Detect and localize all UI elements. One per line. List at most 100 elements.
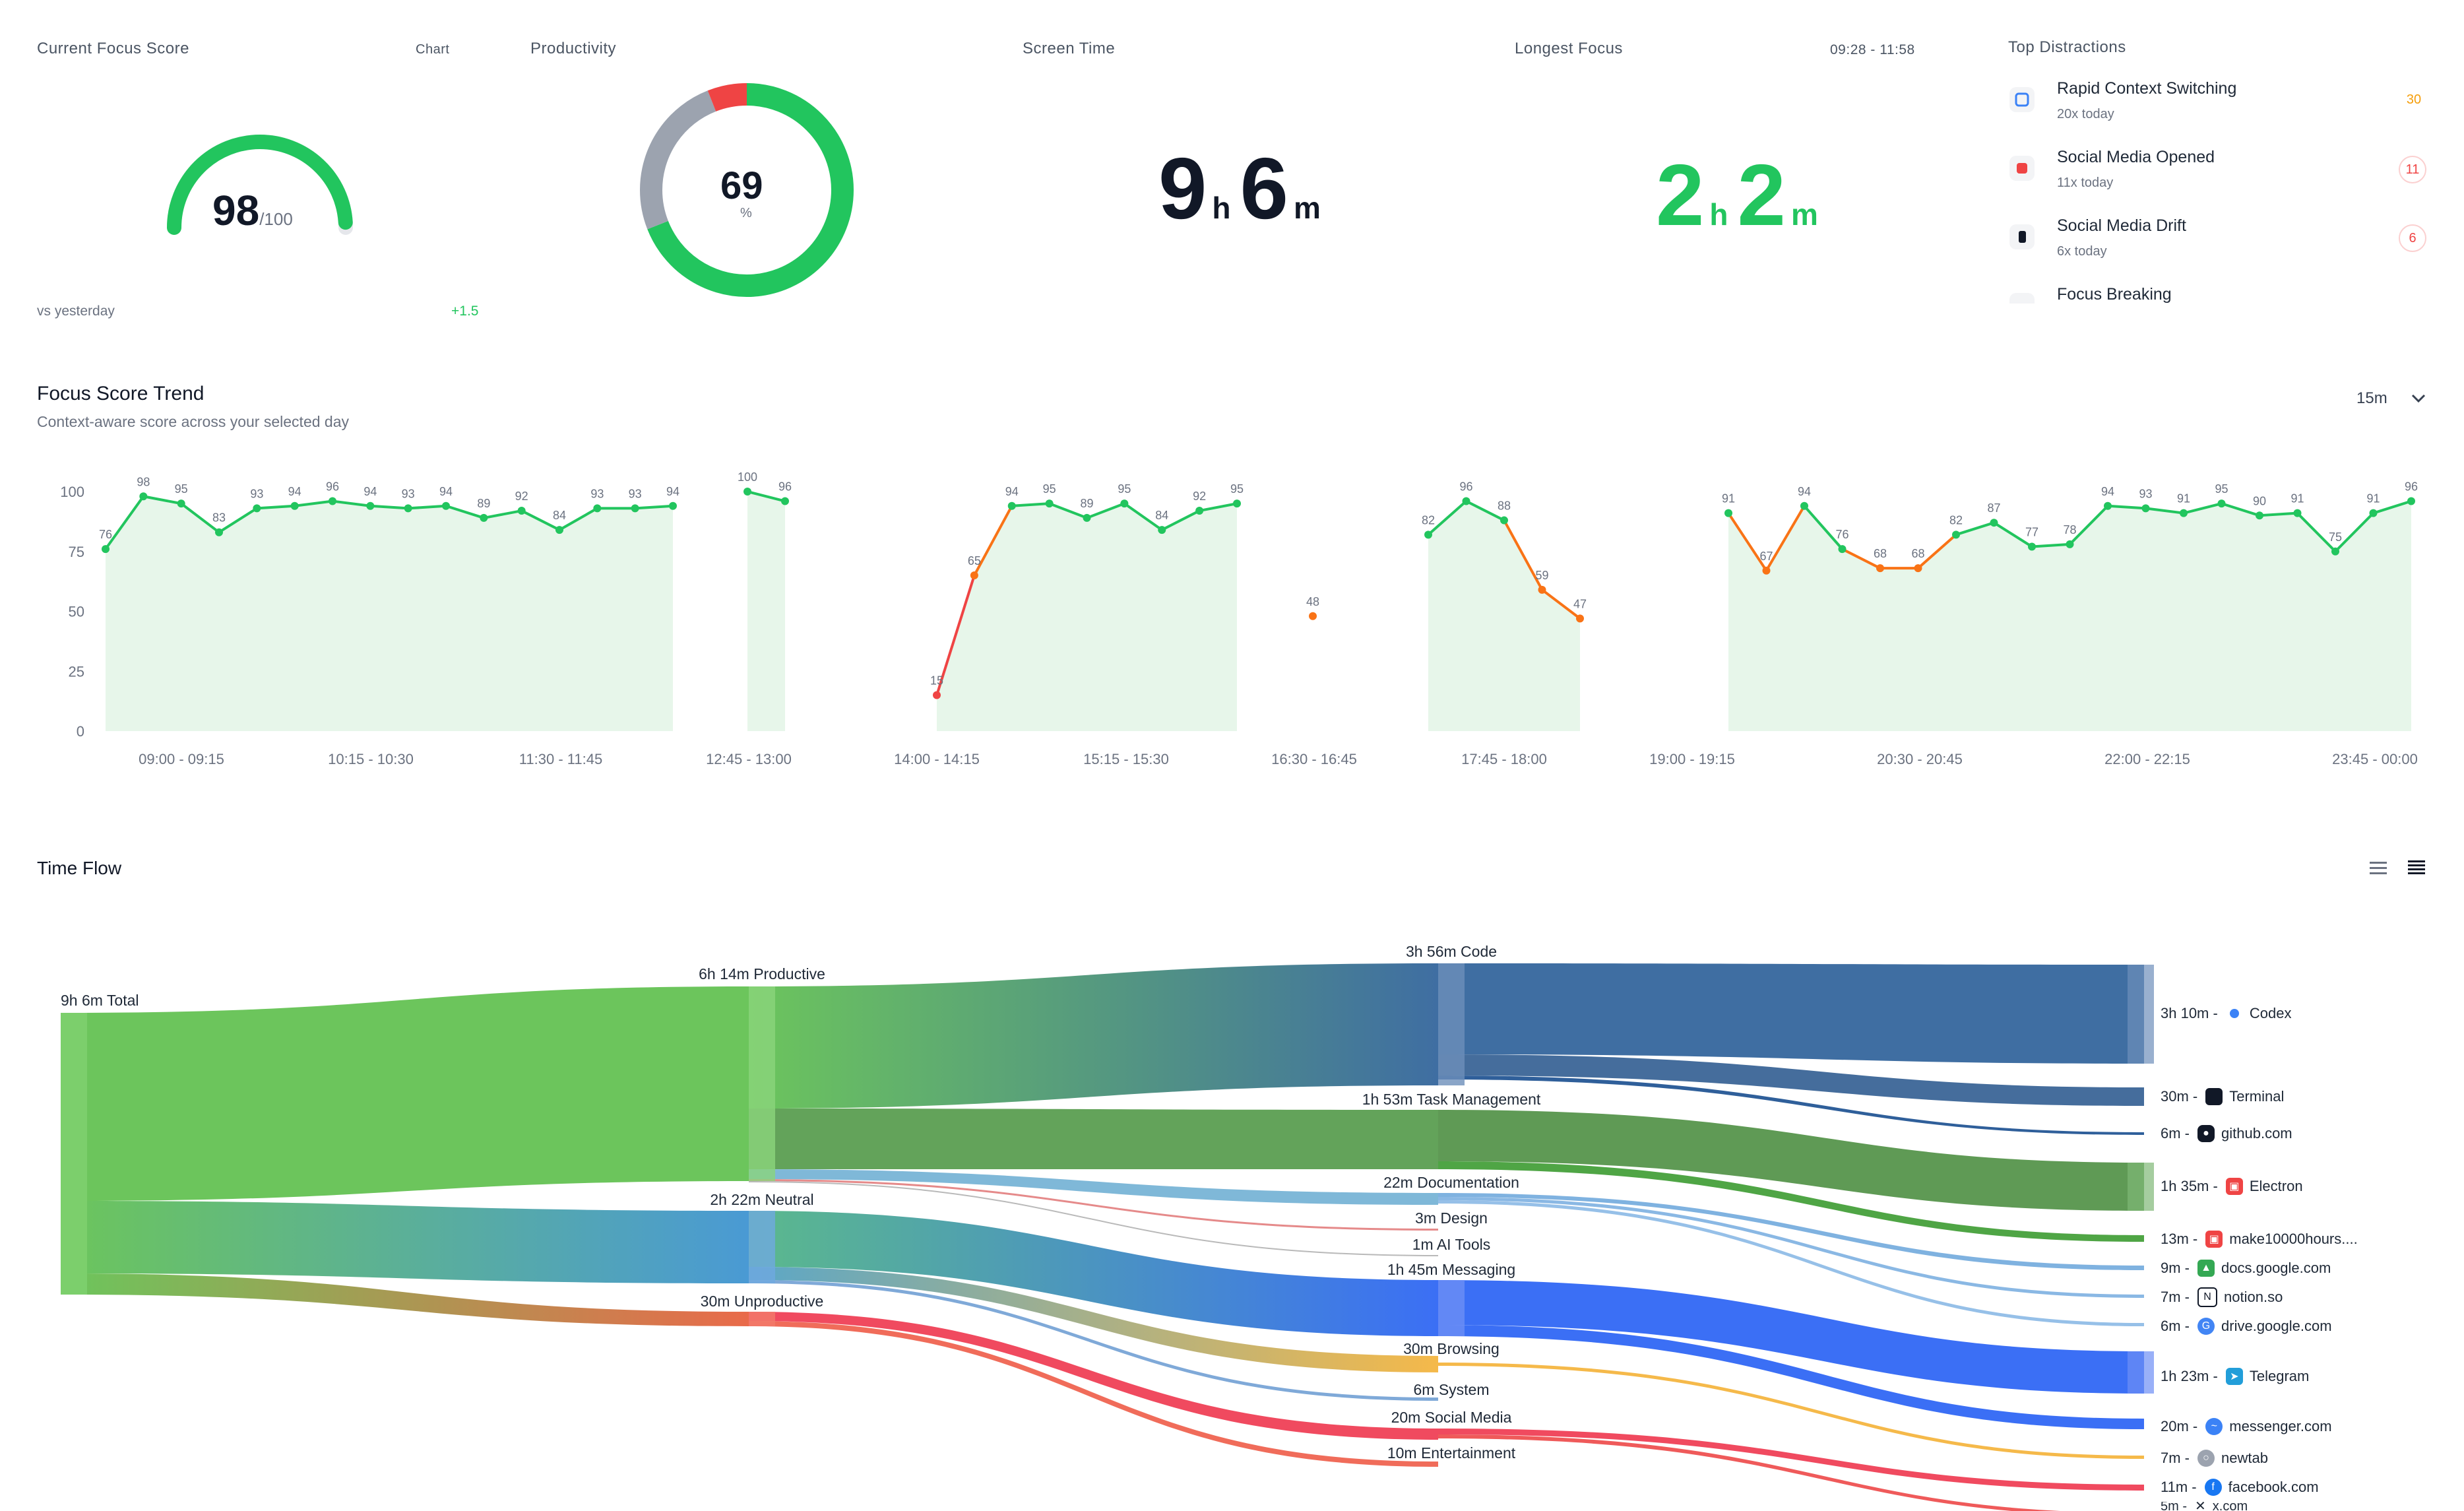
trend-point[interactable]	[593, 504, 602, 513]
trend-point[interactable]	[2104, 501, 2112, 510]
trend-point[interactable]	[2256, 511, 2263, 520]
app-row[interactable]: 7m - ○ newtab	[2161, 1450, 2268, 1467]
codex-icon	[2226, 1005, 2243, 1022]
distraction-item[interactable]: Focus Breaking	[2004, 285, 2426, 304]
trend-point[interactable]	[631, 504, 639, 513]
trend-point[interactable]	[1007, 501, 1016, 510]
trend-point[interactable]	[1120, 499, 1129, 508]
trend-point[interactable]	[1233, 499, 1241, 508]
app-row[interactable]: 6m - ● github.com	[2161, 1125, 2292, 1142]
trend-point[interactable]	[517, 507, 526, 515]
trend-point[interactable]	[2066, 540, 2074, 548]
trend-line-segment	[2183, 502, 2222, 515]
trend-point[interactable]	[2141, 504, 2150, 513]
trend-point[interactable]	[215, 528, 223, 536]
app-row[interactable]: 13m - ▣ make10000hours....	[2161, 1231, 2358, 1248]
trend-point[interactable]	[442, 501, 450, 510]
point-label: 94	[1798, 485, 1811, 498]
trend-point[interactable]	[669, 501, 677, 510]
trend-point[interactable]	[2217, 499, 2226, 508]
trend-point[interactable]	[781, 497, 789, 505]
detail-view-icon[interactable]	[2407, 859, 2426, 880]
trend-point[interactable]	[1990, 519, 1998, 527]
app-row[interactable]: 9m - ▲ docs.google.com	[2161, 1260, 2331, 1277]
trend-point[interactable]	[743, 488, 751, 496]
trend-point[interactable]	[2028, 542, 2036, 551]
trend-point[interactable]	[102, 545, 110, 554]
trend-line-segment	[2221, 502, 2260, 517]
trend-point[interactable]	[1083, 513, 1091, 522]
point-label: 100	[738, 470, 757, 484]
trend-point[interactable]	[1838, 545, 1847, 554]
trend-point[interactable]	[1538, 585, 1546, 594]
trend-point[interactable]	[1914, 564, 1922, 573]
screen-time-label: Screen Time	[1023, 40, 1116, 57]
trend-point[interactable]	[290, 501, 299, 510]
trend-point[interactable]	[933, 691, 941, 699]
trend-point[interactable]	[139, 492, 148, 501]
app-row[interactable]: 1h 35m - ▣ Electron	[2161, 1178, 2303, 1195]
app-row[interactable]: 1h 23m - ➤ Telegram	[2161, 1368, 2310, 1385]
trend-area	[747, 492, 785, 731]
trend-line-segment	[332, 499, 371, 507]
app-row[interactable]: 30m - Terminal	[2161, 1088, 2285, 1105]
x-tick-label: 17:45 - 18:00	[1461, 751, 1547, 767]
trend-line-segment	[1123, 502, 1163, 531]
trend-point[interactable]	[404, 504, 412, 513]
trend-point[interactable]	[1462, 497, 1470, 505]
app-row[interactable]: 3h 10m - Codex	[2161, 1005, 2292, 1022]
trend-point[interactable]	[1045, 499, 1054, 508]
trend-point[interactable]	[970, 571, 978, 580]
trend-point[interactable]	[2407, 497, 2415, 505]
trend-point[interactable]	[555, 526, 563, 534]
trend-line-segment	[1427, 500, 1467, 536]
list-view-icon[interactable]	[2368, 859, 2388, 880]
point-label: 93	[629, 487, 642, 500]
trend-point[interactable]	[1952, 530, 1960, 539]
app-row[interactable]: 20m - ~ messenger.com	[2161, 1418, 2332, 1435]
trend-point[interactable]	[329, 497, 336, 505]
point-label: 93	[402, 487, 415, 500]
trend-point[interactable]	[1309, 612, 1317, 620]
point-label: 91	[2290, 492, 2304, 505]
trend-point[interactable]	[1876, 564, 1884, 573]
trend-point[interactable]	[1576, 614, 1584, 623]
trend-point[interactable]	[1762, 566, 1771, 575]
trend-line-segment	[2259, 511, 2298, 517]
category-label: 3m Design	[1415, 1209, 1488, 1227]
social-media-icon	[2009, 156, 2035, 181]
trend-area	[937, 503, 1237, 731]
app-row[interactable]: 5m - ✕ x.com	[2161, 1502, 2248, 1511]
trend-point[interactable]	[1158, 526, 1166, 534]
trend-point[interactable]	[366, 501, 375, 510]
trend-point[interactable]	[253, 504, 261, 513]
focus-break-icon	[2009, 293, 2035, 304]
category-label: 10m Entertainment	[1387, 1444, 1516, 1462]
trend-line-segment	[521, 509, 560, 531]
trend-point[interactable]	[177, 499, 185, 508]
distraction-title: Social Media Opened	[2057, 148, 2215, 166]
app-row[interactable]: 11m - f facebook.com	[2161, 1479, 2319, 1496]
trend-point[interactable]	[2331, 547, 2339, 556]
trend-point[interactable]	[1800, 501, 1808, 510]
chart-toggle[interactable]: Chart	[416, 42, 450, 57]
point-label: 94	[2101, 485, 2114, 498]
trend-point[interactable]	[2180, 509, 2188, 517]
trend-point[interactable]	[480, 513, 488, 522]
trend-point[interactable]	[2293, 509, 2302, 517]
app-time: 1h 35m	[2161, 1178, 2209, 1194]
trend-line-segment	[1765, 505, 1806, 571]
trend-point[interactable]	[1724, 509, 1732, 517]
distraction-item[interactable]: Rapid Context Switching 20x today 30	[2004, 79, 2426, 143]
distraction-item[interactable]: Social Media Drift 6x today 6	[2004, 216, 2426, 280]
interval-select[interactable]: 15m	[2356, 389, 2426, 408]
trend-point[interactable]	[1195, 507, 1204, 515]
point-label: 15	[930, 674, 943, 688]
distraction-item[interactable]: Social Media Opened 11x today 11	[2004, 148, 2426, 211]
trend-point[interactable]	[2369, 509, 2378, 517]
trend-point[interactable]	[1424, 530, 1432, 539]
trend-point[interactable]	[1500, 516, 1508, 525]
trend-line-segment	[2296, 512, 2337, 553]
